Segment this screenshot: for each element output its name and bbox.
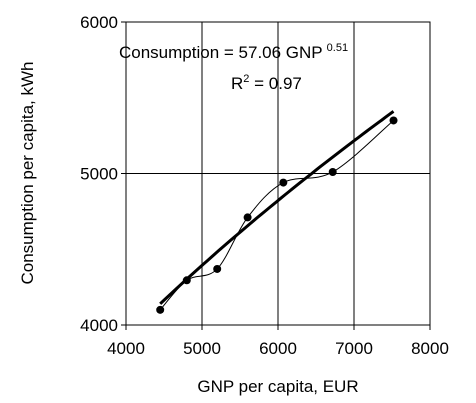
equation-exponent: 0.51 bbox=[327, 42, 348, 54]
data-point-4 bbox=[279, 178, 288, 187]
x-tick-label-3: 7000 bbox=[335, 339, 373, 358]
x-tick-label-1: 5000 bbox=[183, 339, 221, 358]
data-point-5 bbox=[328, 167, 337, 176]
series-layer bbox=[156, 116, 398, 314]
y-tick-label-1: 5000 bbox=[80, 165, 118, 184]
equation-text: Consumption = 57.06 GNP bbox=[119, 43, 323, 62]
equation-annotation: Consumption = 57.06 GNP 0.51 bbox=[119, 42, 348, 62]
data-point-3 bbox=[243, 213, 252, 222]
data-point-0 bbox=[156, 305, 165, 314]
x-tick-label-0: 4000 bbox=[107, 339, 145, 358]
x-tick-label-2: 6000 bbox=[259, 339, 297, 358]
data-point-1 bbox=[182, 276, 191, 285]
data-point-2 bbox=[213, 264, 222, 273]
data-point-6 bbox=[389, 116, 398, 125]
y-tick-label-2: 6000 bbox=[80, 13, 118, 32]
r-squared-annotation: R2 = 0.97 bbox=[231, 73, 302, 93]
trend-line bbox=[159, 110, 395, 305]
y-axis-title: Consumption per capita, kWh bbox=[18, 62, 37, 285]
grid-lines bbox=[126, 22, 430, 325]
r2-label: R bbox=[231, 74, 243, 93]
y-tick-label-0: 4000 bbox=[80, 316, 118, 335]
trend-layer bbox=[159, 110, 395, 305]
x-axis-title: GNP per capita, EUR bbox=[197, 377, 358, 396]
y-tick-labels: 4000 5000 6000 bbox=[80, 13, 126, 335]
r2-superscript: 2 bbox=[243, 73, 249, 85]
x-tick-labels: 4000 5000 6000 7000 8000 bbox=[107, 325, 449, 358]
x-tick-label-4: 8000 bbox=[411, 339, 449, 358]
r2-value: = 0.97 bbox=[249, 74, 301, 93]
